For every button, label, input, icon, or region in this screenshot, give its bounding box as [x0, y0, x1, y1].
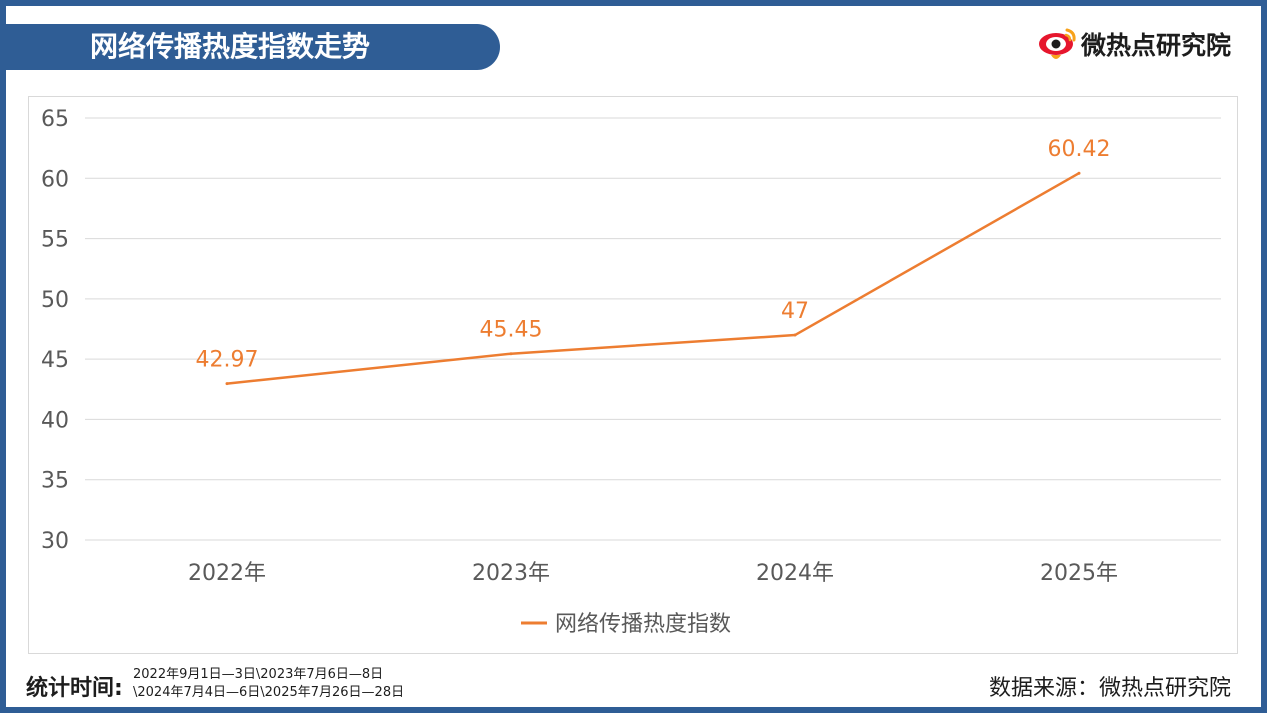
data-label: 42.97 [196, 348, 259, 373]
period-dates: 2022年9月1日—3日\2023年7月6日—8日 \2024年7月4日—6日\… [133, 666, 404, 702]
data-label: 47 [781, 299, 809, 324]
y-tick-label: 35 [41, 469, 69, 494]
series-line [226, 172, 1080, 385]
x-tick-label: 2024年 [756, 561, 834, 586]
y-tick-label: 50 [41, 288, 69, 313]
y-tick-label: 55 [41, 228, 69, 253]
weibo-eye-icon [1038, 28, 1076, 59]
period-line-1: 2022年9月1日—3日\2023年7月6日—8日 [133, 667, 384, 682]
y-tick-label: 45 [41, 348, 69, 373]
y-tick-label: 30 [41, 529, 69, 554]
y-tick-label: 65 [41, 107, 69, 132]
data-label: 60.42 [1048, 137, 1111, 162]
brand-name: 微热点研究院 [1080, 31, 1231, 60]
data-source: 数据来源：微热点研究院 [988, 676, 1231, 701]
title-bar: 网络传播热度指数走势 [6, 24, 500, 70]
chart-area: 30 35 40 45 50 55 60 65 2022年 2023年 2024年 2025年 42.9… [28, 96, 1238, 654]
brand-logo: 微热点研究院 [1037, 24, 1231, 64]
y-tick-label: 40 [41, 408, 69, 433]
data-point [509, 352, 513, 356]
data-point [1077, 171, 1081, 175]
legend-label: 网络传播热度指数 [555, 612, 731, 637]
period-label: 统计时间: [26, 676, 123, 701]
data-point [225, 382, 229, 386]
period-line-2: \2024年7月4日—6日\2025年7月26日—28日 [133, 685, 405, 700]
data-point [793, 333, 797, 337]
x-tick-label: 2025年 [1040, 561, 1118, 586]
y-tick-label: 60 [41, 167, 69, 192]
data-label: 45.45 [480, 318, 543, 343]
slide-frame: 网络传播热度指数走势 微热点研究院 30 35 40 45 50 55 60 65 2022年 2… [6, 6, 1261, 707]
x-tick-label: 2022年 [188, 561, 266, 586]
line-chart: 30 35 40 45 50 55 60 65 2022年 2023年 2024年 2025年 42.9… [41, 107, 1221, 637]
x-tick-label: 2023年 [472, 561, 550, 586]
page-title: 网络传播热度指数走势 [90, 30, 371, 63]
